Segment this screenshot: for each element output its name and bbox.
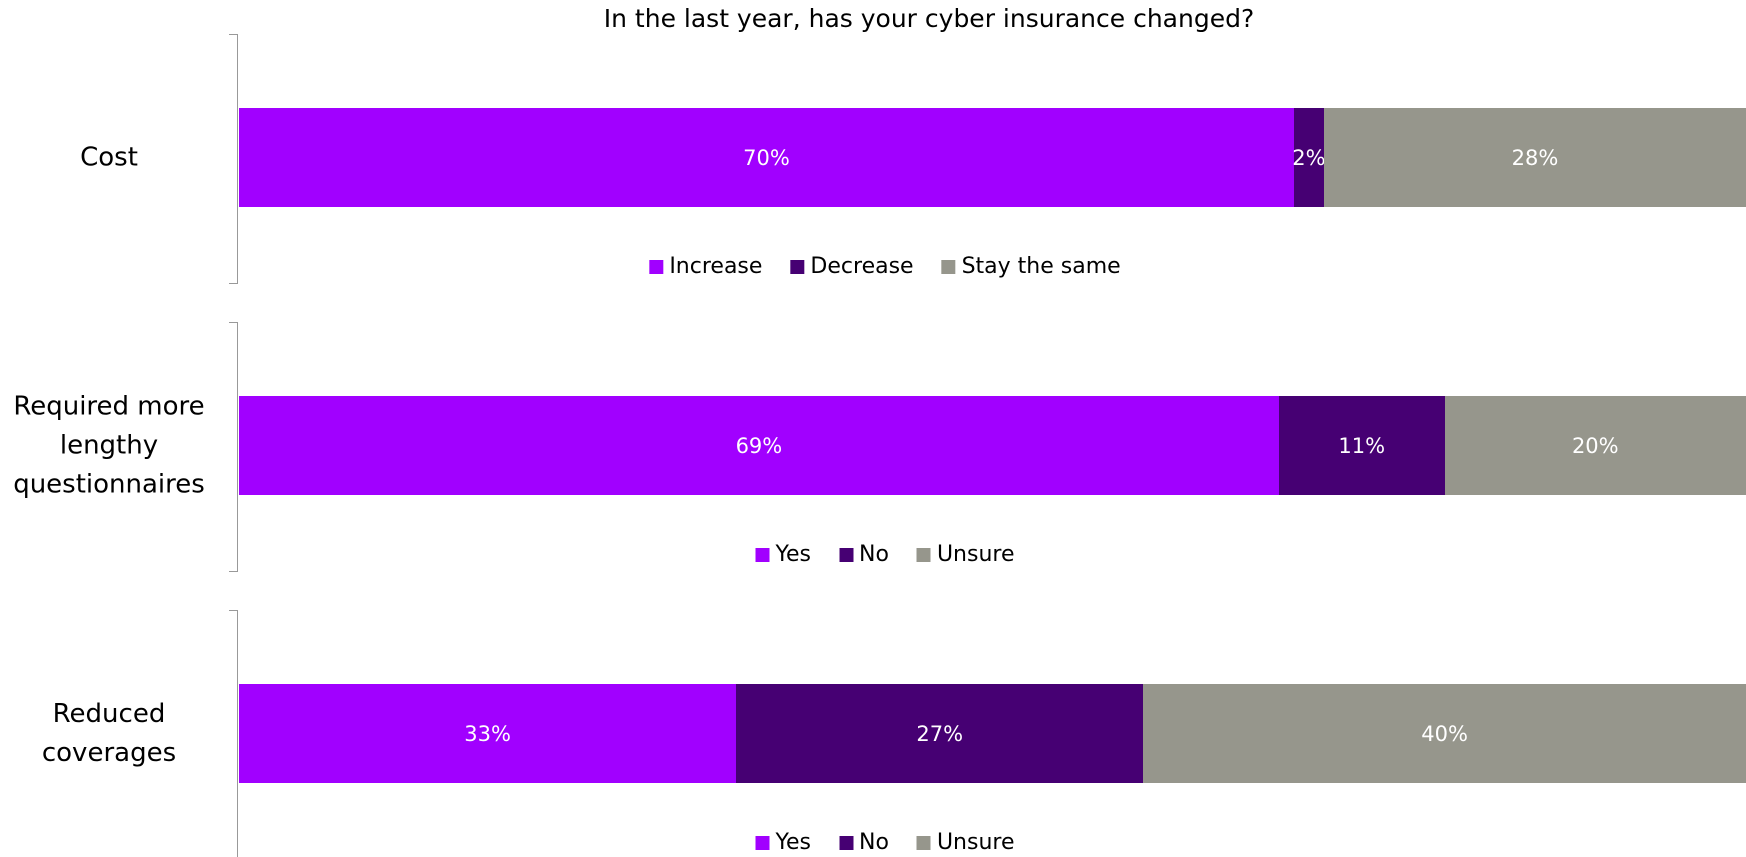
- value-label: 20%: [1571, 433, 1619, 458]
- legend-label: Unsure: [936, 542, 1015, 567]
- legend-label: Unsure: [936, 830, 1015, 855]
- chart-title: In the last year, has your cyber insuran…: [603, 4, 1255, 33]
- legend-label: No: [859, 830, 889, 855]
- value-label: 70%: [743, 145, 790, 170]
- legend-item: Yes: [755, 542, 812, 567]
- value-label: 11%: [1338, 433, 1386, 458]
- bar-segment: 70%: [239, 108, 1294, 207]
- legend-item: Stay the same: [941, 254, 1121, 279]
- axis-bracket: [229, 322, 238, 572]
- legend: Increase Decrease Stay the same: [649, 254, 1121, 279]
- legend: Yes No Unsure: [755, 830, 1015, 855]
- legend-item: Decrease: [790, 254, 914, 279]
- legend-swatch: [916, 547, 931, 562]
- category-label: Cost: [80, 142, 138, 172]
- legend-item: Yes: [755, 830, 812, 855]
- bar-segment: 40%: [1143, 684, 1746, 783]
- value-label: 40%: [1421, 721, 1468, 746]
- bar-segment: 27%: [736, 684, 1144, 783]
- legend-item: Increase: [649, 254, 762, 279]
- bar-segment: 69%: [239, 396, 1279, 495]
- value-label: 28%: [1511, 145, 1559, 170]
- bar-segment: 28%: [1324, 108, 1746, 207]
- value-label: 69%: [735, 433, 783, 458]
- legend-swatch: [916, 835, 931, 850]
- axis-bracket: [229, 34, 238, 284]
- legend-swatch: [755, 835, 770, 850]
- axis-bracket: [229, 610, 238, 857]
- category-label: Reduced coverages: [41, 698, 177, 768]
- legend-swatch: [941, 259, 956, 274]
- bar-segment: 2%: [1292, 108, 1326, 207]
- category-label: Required more lengthy questionnaires: [13, 391, 205, 499]
- legend-label: Increase: [669, 254, 763, 279]
- bar-segment: 20%: [1444, 396, 1746, 495]
- bar-segment: 11%: [1278, 396, 1445, 495]
- legend-item: Unsure: [916, 542, 1015, 567]
- legend-label: Yes: [775, 542, 812, 567]
- legend-label: Stay the same: [961, 254, 1121, 279]
- value-label: 27%: [916, 721, 964, 746]
- legend-item: Unsure: [916, 830, 1015, 855]
- legend-item: No: [839, 830, 889, 855]
- value-label: 2%: [1292, 145, 1326, 170]
- legend-swatch: [790, 259, 805, 274]
- legend-swatch: [755, 547, 770, 562]
- legend-swatch: [839, 835, 854, 850]
- bar-segment: 33%: [239, 684, 737, 783]
- legend-item: No: [839, 542, 889, 567]
- legend-swatch: [649, 259, 664, 274]
- legend-swatch: [839, 547, 854, 562]
- legend-label: No: [859, 542, 889, 567]
- legend-label: Decrease: [810, 254, 914, 279]
- value-label: 33%: [464, 721, 511, 746]
- legend-label: Yes: [775, 830, 812, 855]
- legend: Yes No Unsure: [755, 542, 1015, 567]
